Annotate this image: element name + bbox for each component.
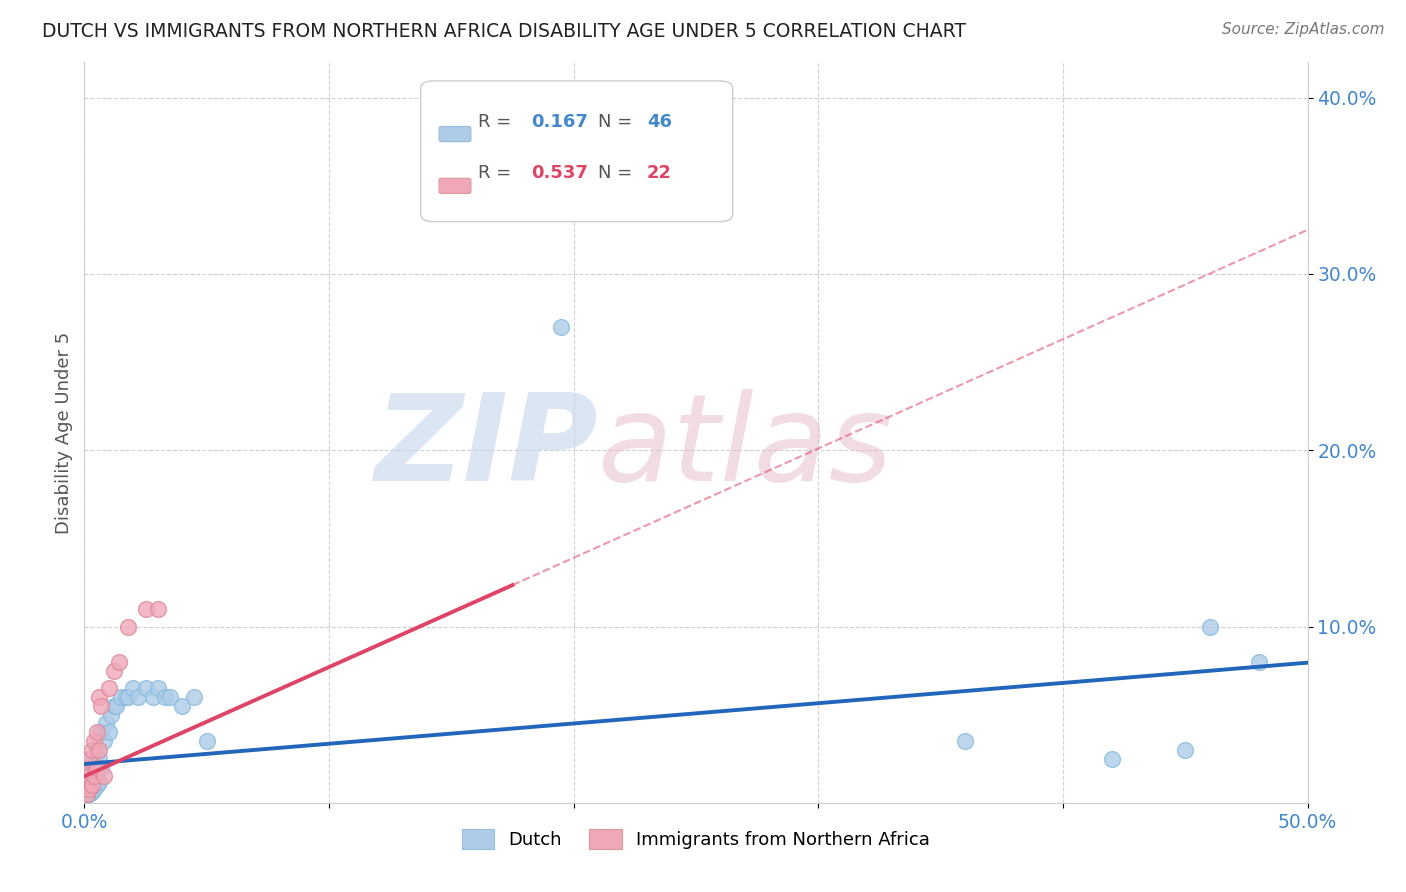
Point bbox=[93, 769, 115, 783]
Text: 0.167: 0.167 bbox=[531, 112, 588, 130]
Point bbox=[87, 774, 110, 789]
Point bbox=[77, 764, 100, 778]
Point bbox=[127, 690, 149, 704]
Point bbox=[83, 734, 105, 748]
Point bbox=[107, 655, 129, 669]
Point bbox=[80, 757, 103, 772]
Point bbox=[135, 681, 157, 696]
Point bbox=[90, 698, 112, 713]
Point bbox=[1247, 655, 1270, 669]
Point bbox=[1101, 752, 1123, 766]
Point bbox=[77, 752, 100, 766]
Text: atlas: atlas bbox=[598, 389, 893, 506]
Point bbox=[117, 619, 139, 633]
Point bbox=[76, 787, 98, 801]
Point bbox=[83, 769, 105, 783]
Text: Source: ZipAtlas.com: Source: ZipAtlas.com bbox=[1222, 22, 1385, 37]
Point bbox=[159, 690, 181, 704]
Point bbox=[83, 769, 105, 783]
Point bbox=[195, 734, 218, 748]
Point bbox=[80, 785, 103, 799]
Text: R =: R = bbox=[478, 164, 517, 183]
FancyBboxPatch shape bbox=[439, 127, 471, 142]
Point bbox=[103, 698, 125, 713]
Point bbox=[86, 778, 108, 792]
Point bbox=[80, 743, 103, 757]
Point bbox=[76, 778, 98, 792]
Point bbox=[77, 781, 100, 796]
Text: DUTCH VS IMMIGRANTS FROM NORTHERN AFRICA DISABILITY AGE UNDER 5 CORRELATION CHAR: DUTCH VS IMMIGRANTS FROM NORTHERN AFRICA… bbox=[42, 22, 966, 41]
Point bbox=[1174, 743, 1197, 757]
Text: ZIP: ZIP bbox=[374, 389, 598, 506]
Text: 22: 22 bbox=[647, 164, 672, 183]
Point bbox=[80, 769, 103, 783]
Point bbox=[83, 752, 105, 766]
Point bbox=[100, 707, 122, 722]
Point bbox=[172, 698, 194, 713]
Point bbox=[146, 602, 169, 616]
Point bbox=[103, 664, 125, 678]
Point bbox=[953, 734, 976, 748]
Point bbox=[76, 769, 98, 783]
Point bbox=[77, 787, 100, 801]
Text: 46: 46 bbox=[647, 112, 672, 130]
Point bbox=[153, 690, 176, 704]
Point bbox=[86, 764, 108, 778]
Point bbox=[550, 319, 572, 334]
Point bbox=[97, 725, 120, 739]
Point bbox=[77, 769, 100, 783]
Point bbox=[1198, 619, 1220, 633]
Point bbox=[86, 760, 108, 774]
Point bbox=[93, 734, 115, 748]
Point bbox=[105, 698, 128, 713]
Point bbox=[87, 752, 110, 766]
Point bbox=[142, 690, 165, 704]
Point bbox=[90, 725, 112, 739]
Text: 0.537: 0.537 bbox=[531, 164, 588, 183]
Text: N =: N = bbox=[598, 164, 638, 183]
Point bbox=[80, 778, 103, 792]
Text: R =: R = bbox=[478, 112, 517, 130]
Point bbox=[87, 690, 110, 704]
Point bbox=[86, 725, 108, 739]
Point bbox=[97, 681, 120, 696]
FancyBboxPatch shape bbox=[439, 178, 471, 194]
Point bbox=[115, 690, 138, 704]
Point bbox=[183, 690, 205, 704]
Point bbox=[77, 774, 100, 789]
Point bbox=[122, 681, 145, 696]
Point bbox=[90, 760, 112, 774]
Legend: Dutch, Immigrants from Northern Africa: Dutch, Immigrants from Northern Africa bbox=[454, 822, 938, 856]
Point bbox=[117, 690, 139, 704]
Point bbox=[76, 760, 98, 774]
Text: N =: N = bbox=[598, 112, 638, 130]
Point bbox=[77, 781, 100, 796]
Point bbox=[87, 743, 110, 757]
Y-axis label: Disability Age Under 5: Disability Age Under 5 bbox=[55, 332, 73, 533]
Point bbox=[146, 681, 169, 696]
Point bbox=[86, 743, 108, 757]
Point bbox=[76, 778, 98, 792]
Point bbox=[135, 602, 157, 616]
Point bbox=[83, 781, 105, 796]
Point bbox=[76, 787, 98, 801]
Point bbox=[110, 690, 132, 704]
FancyBboxPatch shape bbox=[420, 81, 733, 221]
Point bbox=[80, 778, 103, 792]
Point bbox=[96, 716, 118, 731]
